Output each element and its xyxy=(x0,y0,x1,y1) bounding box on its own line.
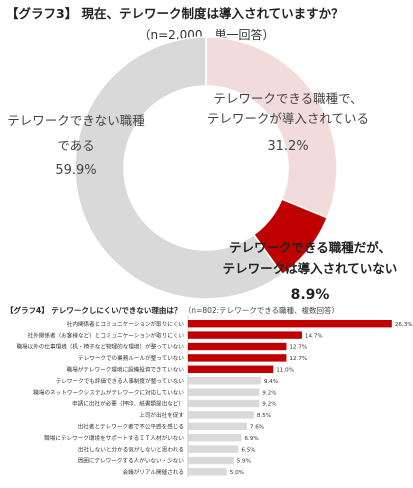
bar-8 xyxy=(188,411,254,419)
donut-label-introduced: テレワークが導入されている xyxy=(207,111,369,126)
bar-value-label: 6.9% xyxy=(244,436,258,442)
bar-value-label: 9.4% xyxy=(264,379,278,385)
bar-category-label: 申請に出社が必要（押印、紙書類提出など） xyxy=(72,400,184,408)
bar-category-label: 周囲にテレワークする人がいない・少ない xyxy=(78,457,185,465)
bar-7 xyxy=(188,399,260,408)
bar-category-label: 職場以外の仕事環境（机・椅子など物理的な環境）が整っていない xyxy=(16,343,184,351)
bar-value-label: 12.7% xyxy=(289,345,307,351)
bar-category-label: 上司が出社を促す xyxy=(139,411,184,419)
bar-3 xyxy=(188,354,287,362)
bar-5 xyxy=(188,377,261,385)
bar-category-label: 会議がリアル開催される xyxy=(123,468,184,476)
donut-slice-2 xyxy=(74,36,284,300)
donut-chart-title: 【グラフ3】 現在、テレワーク制度は導入されていますか？ xyxy=(6,6,344,21)
bar-category-label: 社外関係者（お客様など）とコミュニケーションが取りにくい xyxy=(28,331,185,339)
bar-1 xyxy=(188,331,302,339)
bar-4 xyxy=(188,365,274,373)
bar-category-label: 出社者とテレワーク者で不公平感を感じる xyxy=(78,423,184,431)
bar-category-label: テレワークでも評価できる人事制度が整っていない xyxy=(56,377,185,385)
bar-chart-subtitle: （n=802:テレワークできる職種、複数回答） xyxy=(183,306,340,315)
bar-value-label: 7.6% xyxy=(250,425,264,431)
donut-label-not-introduced: テレワークできる職種だが、 xyxy=(229,240,391,255)
bar-9 xyxy=(188,422,247,430)
donut-chart-subtitle: （n=2,000、単一回答） xyxy=(138,28,275,42)
bar-12 xyxy=(188,456,234,465)
bar-value-label: 14.7% xyxy=(305,333,323,339)
donut-value-not-introduced: 8.9% xyxy=(291,287,330,300)
bar-value-label: 9.2% xyxy=(262,390,276,396)
bar-6 xyxy=(188,388,260,396)
bar-value-label: 5.9% xyxy=(237,459,251,465)
bar-chart-title: 【グラフ4】 テレワークしにくい/できない理由は？ xyxy=(6,306,182,315)
donut-label-not-introduced: テレワークは導入されていない xyxy=(223,261,398,276)
bar-value-label: 12.7% xyxy=(289,356,307,362)
donut-slice-0 xyxy=(205,36,338,219)
bar-category-label: 職場のネットワークシステムがテレワークに対応していない xyxy=(33,388,184,396)
bar-value-label: 26.3% xyxy=(395,322,413,328)
bar-13 xyxy=(188,468,227,476)
bar-value-label: 5.0% xyxy=(230,470,244,476)
bar-2 xyxy=(188,342,287,351)
donut-value-introduced: 31.2% xyxy=(267,139,308,154)
donut-label-introduced: テレワークできる職種で、 xyxy=(213,91,362,106)
bar-category-label: テレワークでの業務ルールが整っていない xyxy=(78,354,184,362)
donut-label-not-possible: テレワークできない職種 xyxy=(7,113,145,128)
bar-value-label: 6.5% xyxy=(241,447,255,453)
bar-0 xyxy=(188,320,392,328)
bar-value-label: 11.0% xyxy=(276,368,294,374)
bar-category-label: 社内関係者とコミュニケーションが取りにくい xyxy=(67,320,185,328)
bar-10 xyxy=(188,434,242,442)
bar-value-label: 8.5% xyxy=(257,413,271,419)
bar-category-label: 職場にテレワーク環境をサポートするＩＴ人材がいない xyxy=(44,434,184,442)
donut-value-not-possible: 59.9% xyxy=(55,163,96,178)
bar-chart-title-wrap: 【グラフ4】 テレワークしにくい/できない理由は？ （n=802:テレワークでき… xyxy=(6,305,339,316)
bar-category-label: 職場がテレワーク環境に設備投資できていない xyxy=(67,366,185,374)
bar-category-label: 出社しないと分かる気がしないと思われる xyxy=(78,445,184,453)
bar-11 xyxy=(188,445,239,453)
donut-label-not-possible: である xyxy=(57,138,94,153)
donut-chart: テレワークできる職種で、テレワークが導入されている 31.2% テレワークできる職種… xyxy=(7,36,398,300)
bar-value-label: 9.2% xyxy=(262,402,276,408)
